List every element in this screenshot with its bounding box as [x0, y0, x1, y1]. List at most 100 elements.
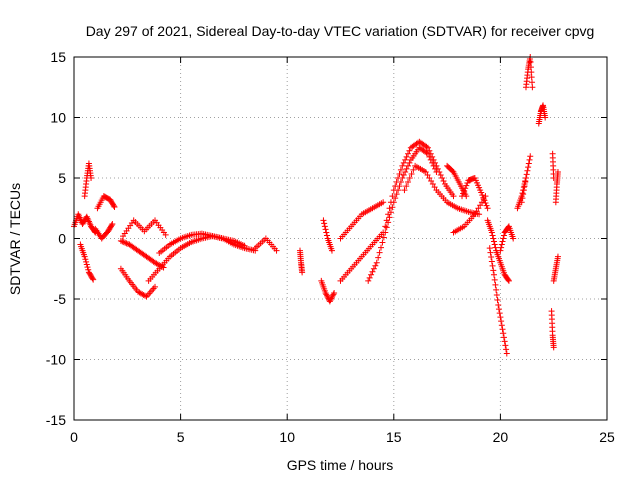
data-point [492, 244, 499, 251]
data-point [471, 211, 478, 218]
data-point [529, 84, 536, 91]
data-point [426, 147, 433, 154]
chart-title: Day 297 of 2021, Sidereal Day-to-day VTE… [86, 23, 595, 39]
data-point [519, 190, 526, 197]
data-point [406, 159, 413, 166]
data-point [299, 269, 306, 276]
data-point [487, 249, 494, 256]
data-point [406, 175, 413, 181]
series-arc-26 [518, 153, 534, 206]
data-point [120, 239, 127, 246]
data-point [490, 267, 497, 274]
data-point [119, 238, 126, 245]
y-tick-label: -15 [46, 412, 66, 428]
data-point [328, 295, 335, 302]
series-arc-07 [117, 237, 167, 271]
data-point [491, 238, 498, 245]
series-arc-17 [382, 138, 457, 230]
data-point [327, 297, 334, 304]
series-arc-12 [318, 277, 338, 305]
data-point [423, 143, 430, 150]
data-point [366, 274, 373, 281]
data-point [503, 346, 510, 353]
data-point [424, 171, 431, 178]
data-point [108, 222, 115, 229]
data-point [500, 334, 507, 341]
data-point [422, 168, 429, 175]
data-point [498, 241, 505, 248]
data-point [491, 271, 498, 278]
data-point [502, 342, 509, 349]
data-point [393, 191, 400, 198]
axis-ticks: 0 5 10 15 20 25 -15 -10 -5 0 5 10 15 [46, 49, 615, 445]
data-point [380, 234, 387, 241]
y-tick-label: 10 [50, 110, 66, 126]
data-point [320, 217, 327, 224]
data-point [497, 314, 504, 321]
data-point [395, 175, 402, 181]
data-point [525, 160, 532, 167]
data-point [440, 178, 447, 185]
data-point [510, 235, 517, 242]
series-arc-03 [92, 220, 116, 242]
data-point [519, 195, 526, 202]
data-point [431, 184, 438, 191]
data-point [436, 168, 443, 175]
data-point [400, 171, 407, 178]
data-point [524, 167, 531, 174]
data-point [490, 235, 497, 242]
data-point [434, 165, 441, 172]
data-point [426, 175, 433, 181]
data-point [482, 193, 489, 200]
x-tick-label: 25 [599, 429, 615, 445]
data-point [383, 217, 390, 224]
data-point [527, 153, 534, 160]
y-tick-label: 5 [58, 170, 66, 186]
data-point [493, 291, 500, 298]
data-point [464, 180, 471, 187]
series-arc-04 [94, 193, 118, 212]
data-point [331, 289, 338, 296]
series-arc-09 [156, 230, 259, 257]
data-point [402, 156, 409, 163]
data-point [522, 179, 529, 186]
series-arc-13 [320, 217, 335, 254]
data-point [488, 258, 495, 265]
x-tick-label: 0 [70, 429, 78, 445]
data-point [484, 205, 491, 212]
y-tick-label: -5 [54, 291, 67, 307]
data-point [152, 283, 159, 290]
data-point [495, 306, 502, 313]
data-point [503, 350, 510, 357]
data-point [400, 159, 407, 166]
data-point [382, 229, 389, 236]
data-point [462, 185, 469, 192]
data-point [392, 183, 399, 190]
series-arc-29 [548, 308, 557, 351]
data-point [437, 171, 444, 178]
series-arc-11 [296, 247, 306, 276]
data-point [542, 114, 549, 121]
data-point [408, 170, 415, 177]
data-point [376, 249, 383, 256]
series-arc-24 [497, 223, 517, 254]
data-point [505, 277, 512, 284]
data-point [501, 338, 508, 345]
data-point [483, 202, 490, 209]
data-point [393, 179, 400, 186]
data-point [123, 240, 130, 247]
data-point [450, 193, 457, 200]
data-point [403, 165, 410, 172]
y-tick-label: 0 [58, 231, 66, 247]
data-point [373, 259, 380, 266]
data-point [528, 69, 535, 76]
data-points [71, 54, 561, 357]
data-point [505, 224, 512, 231]
data-point [499, 238, 506, 245]
data-point [385, 211, 392, 218]
data-point [529, 79, 536, 86]
data-point [329, 292, 336, 299]
data-point [482, 200, 489, 207]
data-point [433, 162, 440, 169]
data-point [386, 214, 393, 221]
